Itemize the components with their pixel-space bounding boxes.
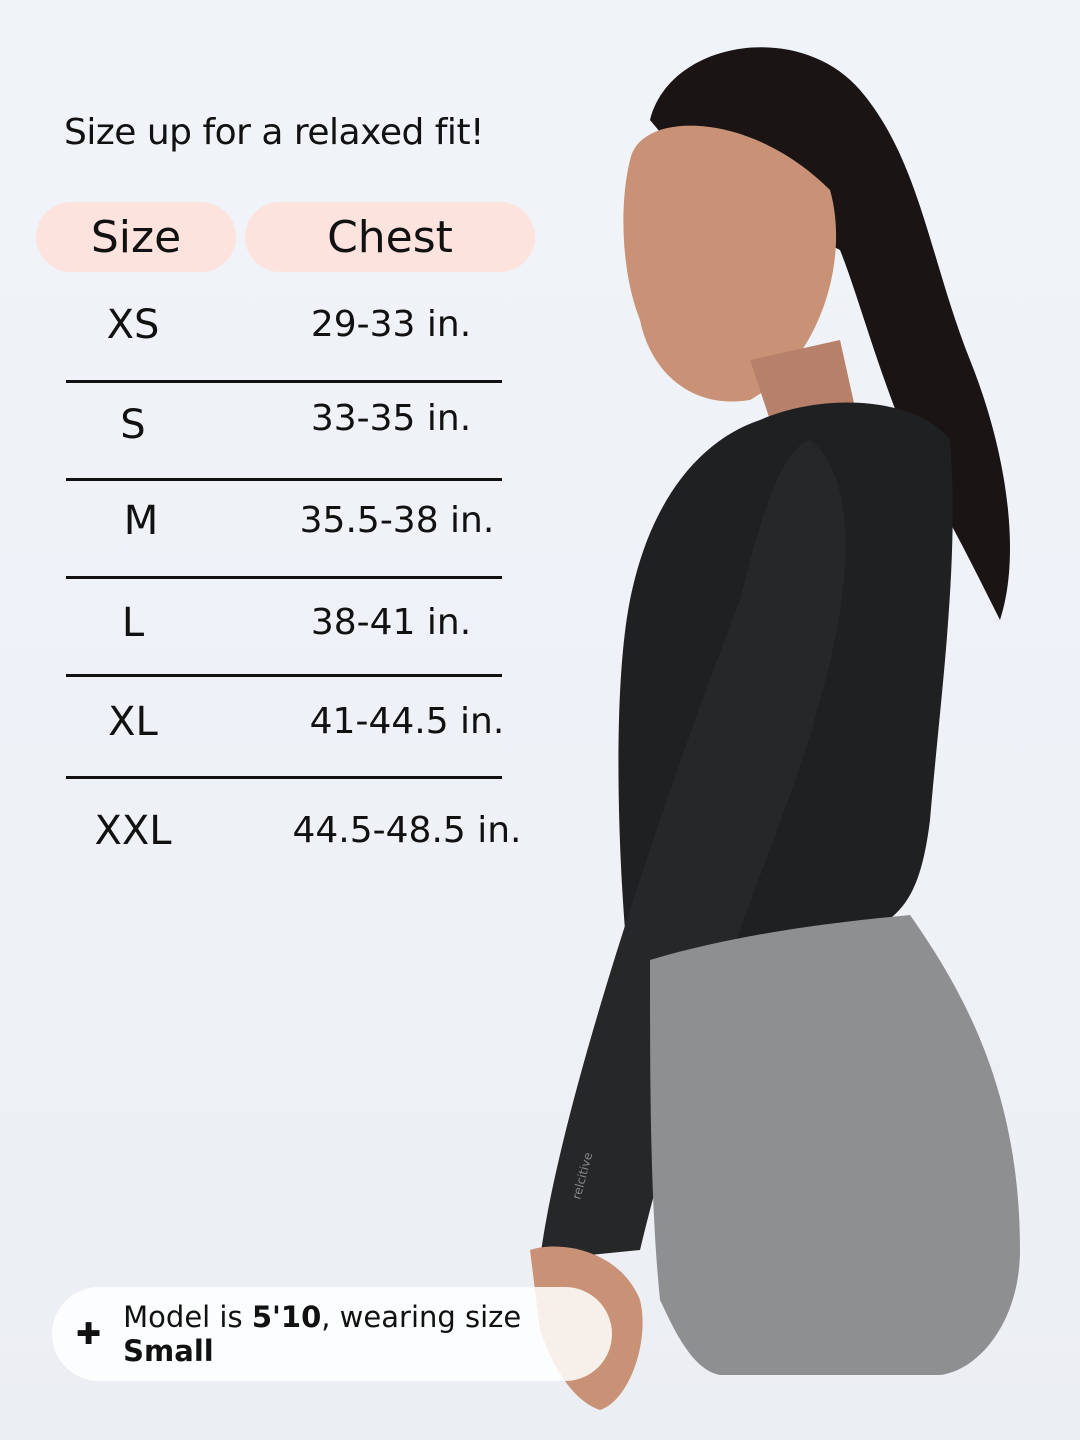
model-size: Small — [123, 1334, 214, 1368]
model-arm — [540, 440, 846, 1260]
table-row: L 38-41 in. — [66, 578, 502, 677]
table-row: XL 41-44.5 in. — [66, 677, 504, 779]
chest-column-header: Chest — [245, 202, 535, 272]
model-face — [623, 125, 837, 402]
model-height: 5'10 — [251, 1300, 322, 1334]
model-info-text: Model is 5'10, wearing size Small — [123, 1300, 522, 1368]
model-info-note: ✚ Model is 5'10, wearing size Small — [52, 1287, 612, 1381]
size-cell: S — [120, 402, 146, 448]
model-photo: relcitive — [530, 47, 1020, 1410]
chest-cell: 41-44.5 in. — [309, 701, 505, 742]
chest-cell: 44.5-48.5 in. — [292, 810, 522, 851]
chest-cell: 38-41 in. — [310, 602, 472, 643]
size-cell: XXL — [94, 808, 172, 854]
table-row: XXL 44.5-48.5 in. — [66, 786, 521, 886]
table-row: S 33-35 in. — [66, 378, 502, 481]
chest-cell: 35.5-38 in. — [299, 500, 495, 541]
size-cell: M — [123, 498, 159, 544]
chest-cell: 33-35 in. — [310, 398, 472, 439]
table-row: XS 29-33 in. — [66, 280, 502, 383]
size-cell: L — [121, 600, 145, 646]
size-column-header: Size — [36, 202, 236, 272]
fit-tagline: Size up for a relaxed fit! — [64, 112, 484, 153]
size-cell: XL — [108, 699, 158, 745]
chest-cell: 29-33 in. — [310, 304, 472, 345]
size-cell: XS — [106, 302, 160, 348]
plus-icon: ✚ — [76, 1316, 102, 1352]
table-row: M 35.5-38 in. — [66, 476, 502, 579]
model-shorts — [650, 915, 1020, 1375]
